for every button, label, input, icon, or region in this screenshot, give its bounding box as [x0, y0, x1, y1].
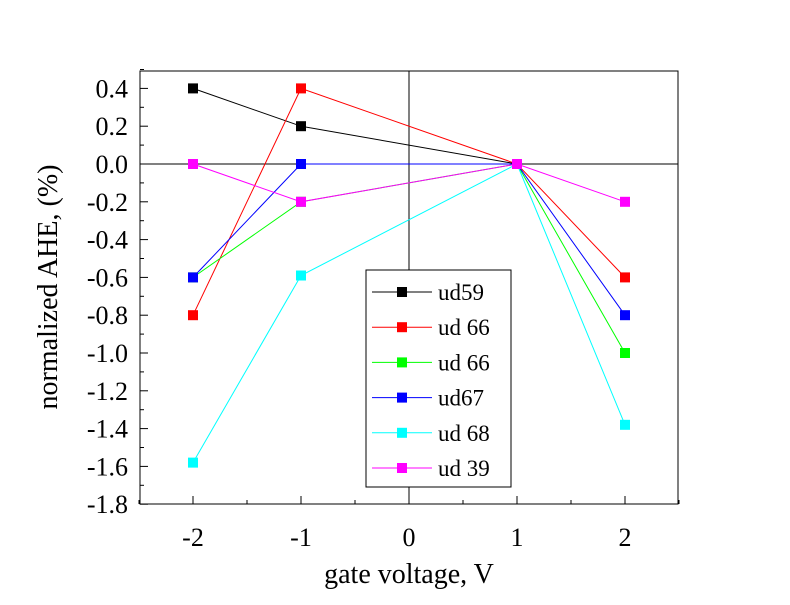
y-tick-label: -1.8	[87, 490, 128, 519]
y-tick-label: -1.2	[87, 377, 128, 406]
data-point	[188, 159, 198, 169]
data-point	[296, 83, 306, 94]
legend-label: ud 39	[438, 456, 490, 481]
data-point	[620, 419, 630, 430]
y-tick-label: -0.6	[87, 263, 128, 292]
legend-marker	[397, 357, 407, 368]
data-point	[188, 272, 198, 283]
series-line-1	[192, 87, 626, 316]
x-tick-label: 2	[619, 523, 632, 552]
legend-marker	[397, 287, 407, 297]
legend-marker	[397, 427, 407, 438]
data-point	[296, 121, 306, 132]
data-point	[620, 272, 630, 283]
x-tick-label: 0	[403, 523, 416, 552]
series-line-5	[192, 163, 626, 203]
x-tick-label: 1	[511, 523, 524, 552]
data-point	[296, 196, 306, 207]
legend-marker	[397, 322, 407, 333]
y-tick-label: 0.4	[96, 74, 129, 103]
data-point	[188, 310, 198, 321]
y-tick-label: -0.2	[87, 188, 128, 217]
series-line-0	[192, 87, 518, 165]
x-tick-label: -1	[290, 523, 312, 552]
y-tick-label: -1.0	[87, 339, 128, 368]
data-point	[512, 159, 522, 169]
legend-label: ud59	[438, 280, 484, 305]
legend-label: ud 68	[438, 421, 490, 446]
legend-marker	[397, 392, 407, 403]
data-point	[620, 196, 630, 207]
y-axis-title: normalized AHE, (%)	[33, 165, 64, 410]
data-point	[296, 159, 306, 169]
data-point	[188, 83, 198, 94]
legend-label: ud 66	[438, 350, 490, 375]
legend: ud59 ud 66 ud 66 ud67 ud 68 ud 39	[365, 269, 512, 488]
y-tick-label: -1.4	[87, 415, 128, 444]
y-tick-label: 0.0	[96, 150, 129, 179]
y-tick-label: -0.8	[87, 301, 128, 330]
x-tick-label: -2	[182, 523, 204, 552]
axes: -2 -1 0 1 2 0.4 0.2 0.0 -0.2 -0.4 -0.6 -0.8 -1.0 -1.2…	[87, 69, 680, 552]
legend-marker	[397, 463, 407, 473]
data-point	[296, 270, 306, 281]
series-line-3	[192, 163, 626, 316]
data-point	[620, 348, 630, 358]
x-axis-title: gate voltage, V	[324, 559, 494, 590]
data-point	[620, 310, 630, 321]
y-tick-label: -1.6	[87, 452, 128, 481]
series-line-4	[192, 163, 626, 463]
series-markers	[188, 83, 630, 468]
legend-box	[365, 269, 512, 488]
y-tick-label: -0.4	[87, 226, 128, 255]
y-tick-label: 0.2	[96, 112, 129, 141]
legend-label: ud 66	[438, 315, 490, 340]
legend-label: ud67	[438, 386, 484, 411]
data-point	[188, 457, 198, 468]
